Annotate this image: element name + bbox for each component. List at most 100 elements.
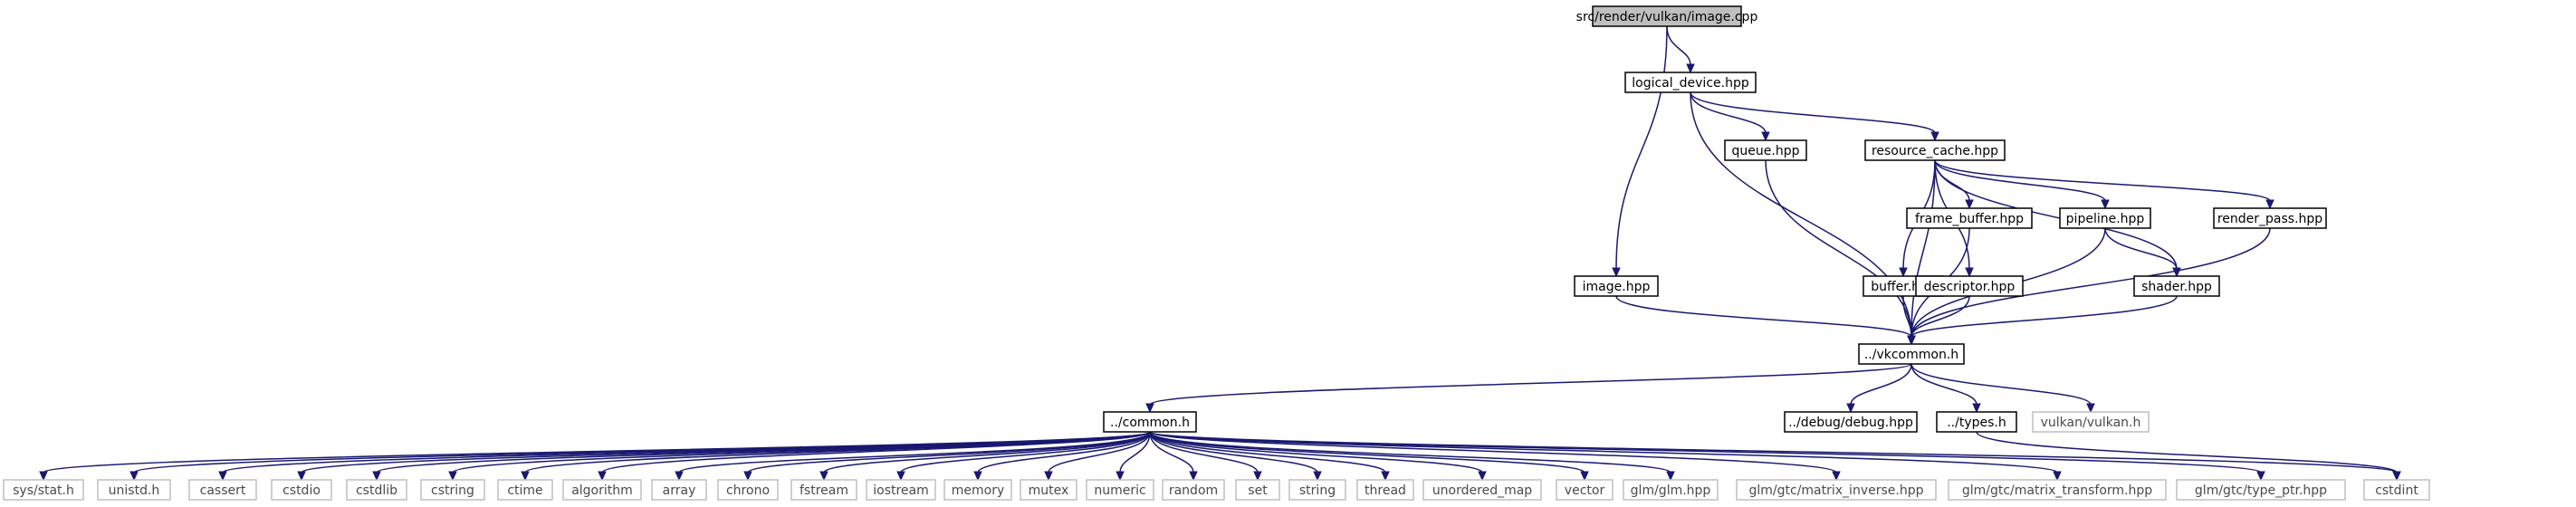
edge-line [1615,25,1668,270]
edges-layer [39,25,2401,482]
node-box [866,479,936,501]
arrowhead-icon [973,471,982,482]
arrowhead-icon [1145,403,1154,414]
node-box [1086,479,1154,501]
node-label: cstdlib [356,483,397,498]
node-box [1784,411,1918,433]
arrowhead-icon [675,471,684,482]
node-label: ../common.h [1110,416,1190,430]
node-label: resource_cache.hpp [1872,144,1998,158]
node-label: string [1299,483,1336,498]
arrowhead-icon [598,471,607,482]
edge-line [1934,159,2106,202]
node-types[interactable]: ../types.h [1936,411,2017,433]
edge-common-to-vector [1149,431,1589,482]
node-render-pass[interactable]: render_pass.hpp [2213,207,2327,229]
node-vkcommon[interactable]: ../vkcommon.h [1858,343,1965,365]
node-box [2176,479,2346,501]
node-label: frame_buffer.hpp [1915,212,2024,226]
node-sys-stat: sys/stat.h [3,479,84,501]
node-label: src/render/vulkan/image.cpp [1576,10,1758,24]
edge-line [1690,91,1936,134]
node-box [188,479,257,501]
arrowhead-icon [1189,471,1198,482]
node-box [1556,479,1614,501]
arrowhead-icon [1478,471,1487,482]
node-queue[interactable]: queue.hpp [1724,139,1807,161]
node-box [2059,207,2151,229]
edge-common-to-glm_matrix_inverse [1149,431,1841,482]
node-label: cassert [200,483,246,498]
node-box [943,479,1012,501]
node-label: glm/gtc/matrix_transform.hpp [1962,483,2152,498]
node-logical-device[interactable]: logical_device.hpp [1624,72,1757,93]
node-label: pipeline.hpp [2066,212,2145,226]
edge-shader-to-vkcommon [1907,295,2178,346]
edge-types-to-cstdint [1976,431,2401,482]
node-box [2133,275,2220,297]
node-box [2363,479,2430,501]
edge-line [1910,363,1977,406]
edge-vkcommon-to-vulkan [1910,363,2095,414]
node-box [1574,275,1659,297]
node-box [1162,479,1225,501]
edge-common-to-mutex [1044,431,1151,482]
node-box [1858,343,1965,365]
edge-vkcommon-to-types [1910,363,1981,414]
edge-line [1850,363,1912,406]
node-box [420,479,485,501]
edge-line [1910,295,1970,338]
node-label: ctime [507,483,542,498]
node-label: unistd.h [109,483,160,498]
node-box [271,479,332,501]
node-box [2213,207,2327,229]
arrowhead-icon [448,471,457,482]
arrowhead-icon [1253,471,1262,482]
arrowhead-icon [1116,471,1125,482]
edge-line [2104,227,2178,270]
node-label: descriptor.hpp [1924,280,2016,294]
node-resource-cache[interactable]: resource_cache.hpp [1864,139,2006,161]
node-root[interactable]: src/render/vulkan/image.cpp [1576,5,1758,27]
node-image-hpp[interactable]: image.hpp [1574,275,1659,297]
node-box [1906,207,2033,229]
edge-line [1910,227,2271,338]
arrowhead-icon [1044,471,1053,482]
arrowhead-icon [2172,267,2181,278]
arrowhead-icon [1313,471,1322,482]
edge-common-to-unistd [129,431,1151,482]
node-label: mutex [1029,483,1069,498]
arrowhead-icon [1832,471,1841,482]
edge-line [823,431,1151,474]
node-box [1103,411,1197,433]
node-array: array [651,479,707,501]
node-frame-buffer[interactable]: frame_buffer.hpp [1906,207,2033,229]
node-box [1624,72,1757,93]
arrowhead-icon [2265,199,2274,210]
edge-logical_device-to-queue [1690,91,1770,142]
node-label: vulkan/vulkan.h [2041,416,2141,430]
node-descriptor[interactable]: descriptor.hpp [1915,275,2024,297]
node-shader[interactable]: shader.hpp [2133,275,2220,297]
arrowhead-icon [2086,403,2095,414]
node-debug[interactable]: ../debug/debug.hpp [1784,411,1918,433]
arrowhead-icon [1761,131,1770,142]
node-memory: memory [943,479,1012,501]
edge-vkcommon-to-debug [1846,363,1912,414]
node-box [717,479,779,501]
node-pipeline[interactable]: pipeline.hpp [2059,207,2151,229]
edge-resource_cache-to-render_pass [1934,159,2274,210]
node-label: logical_device.hpp [1632,76,1749,91]
nodes-layer: src/render/vulkan/image.cpp logical_devic… [3,5,2430,501]
node-box [1623,479,1719,501]
edge-common-to-thread [1149,431,1390,482]
node-string: string [1288,479,1346,501]
node-common[interactable]: ../common.h [1103,411,1197,433]
edge-line [1149,431,1837,474]
node-label: ../debug/debug.hpp [1788,416,1913,430]
arrowhead-icon [1965,267,1974,278]
arrowhead-icon [1580,471,1589,482]
edge-image_hpp-to-vkcommon [1615,295,1916,346]
edge-common-to-glm_matrix_transform [1149,431,2062,482]
edge-vkcommon-to-common [1145,363,1912,414]
